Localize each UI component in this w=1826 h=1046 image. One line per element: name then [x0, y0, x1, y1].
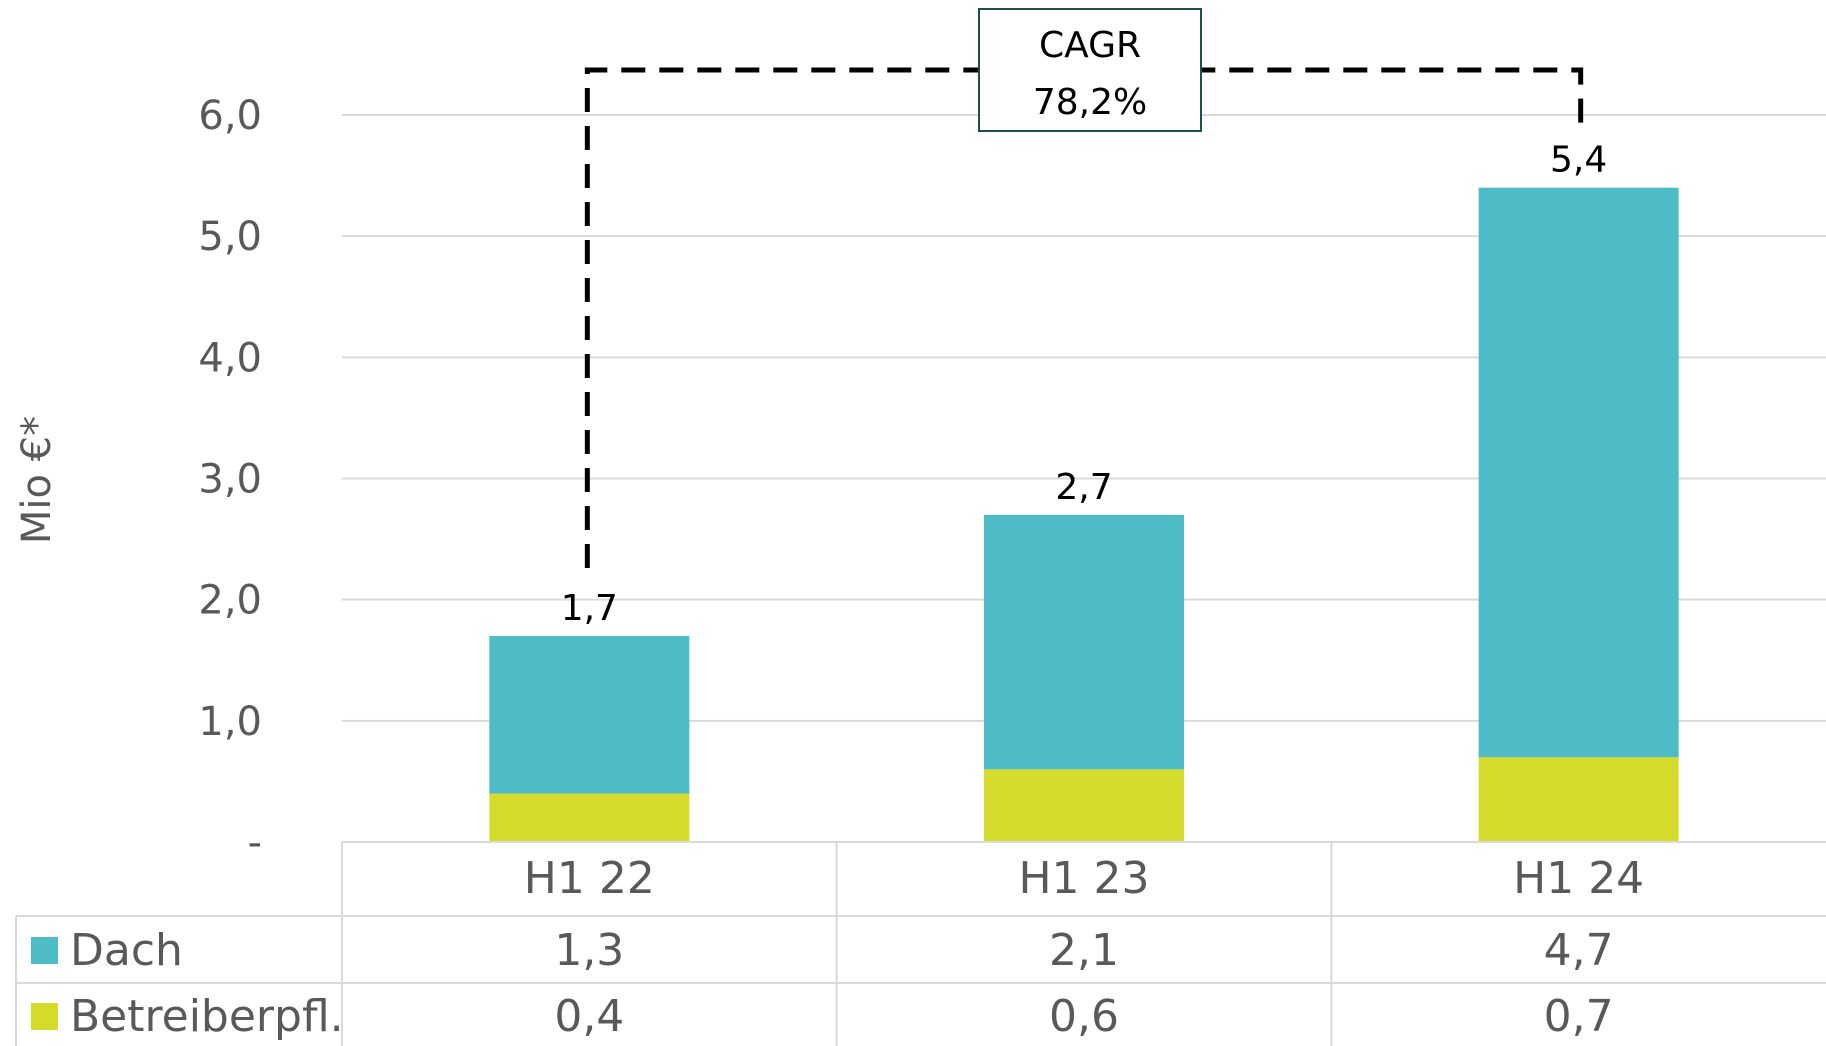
legend-swatch	[31, 937, 58, 964]
data-table: H1 22 H1 23 H1 24 Dach 1,3 2,1 4,7 Betreiberpfl…	[15, 841, 1826, 1046]
bar-segment	[489, 793, 690, 842]
cagr-value: 78,2%	[1033, 82, 1147, 123]
total-label: 1,7	[561, 588, 618, 629]
total-label: 2,7	[1055, 467, 1112, 508]
y-tick-label: 3,0	[198, 457, 262, 503]
bar-segment	[984, 514, 1184, 770]
x-tick-label: H1 24	[1513, 853, 1644, 904]
bars	[489, 187, 1679, 842]
bar-segment	[1478, 757, 1679, 842]
y-tick-label: 2,0	[198, 578, 262, 624]
table-cell: 2,1	[1049, 925, 1119, 976]
y-tick-label: 6,0	[198, 93, 262, 139]
table-cell: 0,6	[1049, 991, 1119, 1042]
total-labels: 1,7 2,7 5,4	[561, 140, 1608, 629]
legend-swatch	[31, 1003, 58, 1030]
cagr-box	[978, 8, 1202, 132]
total-label: 5,4	[1550, 140, 1607, 181]
legend-label: Betreiberpfl.	[70, 991, 344, 1042]
y-axis-label: Mio €*	[14, 416, 60, 544]
table-cell: 0,7	[1544, 991, 1614, 1042]
bar-segment	[984, 769, 1184, 842]
y-tick-label: 4,0	[198, 335, 262, 381]
y-tick-label: 1,0	[198, 699, 262, 745]
legend-label: Dach	[70, 925, 183, 976]
x-tick-label: H1 23	[1018, 853, 1149, 904]
table-cell: 1,3	[554, 925, 624, 976]
cagr-title: CAGR	[1039, 25, 1141, 66]
y-tick-label: -	[248, 820, 262, 866]
x-tick-label: H1 22	[524, 853, 655, 904]
bar-segment	[1478, 187, 1679, 758]
y-tick-label: 5,0	[198, 214, 262, 260]
y-tick-labels: - 1,0 2,0 3,0 4,0 5,0 6,0	[198, 93, 262, 866]
cagr-annotation: CAGR 78,2%	[584, 8, 1584, 569]
table-cell: 4,7	[1544, 925, 1614, 976]
bar-segment	[489, 636, 690, 794]
table-cell: 0,4	[554, 991, 624, 1042]
